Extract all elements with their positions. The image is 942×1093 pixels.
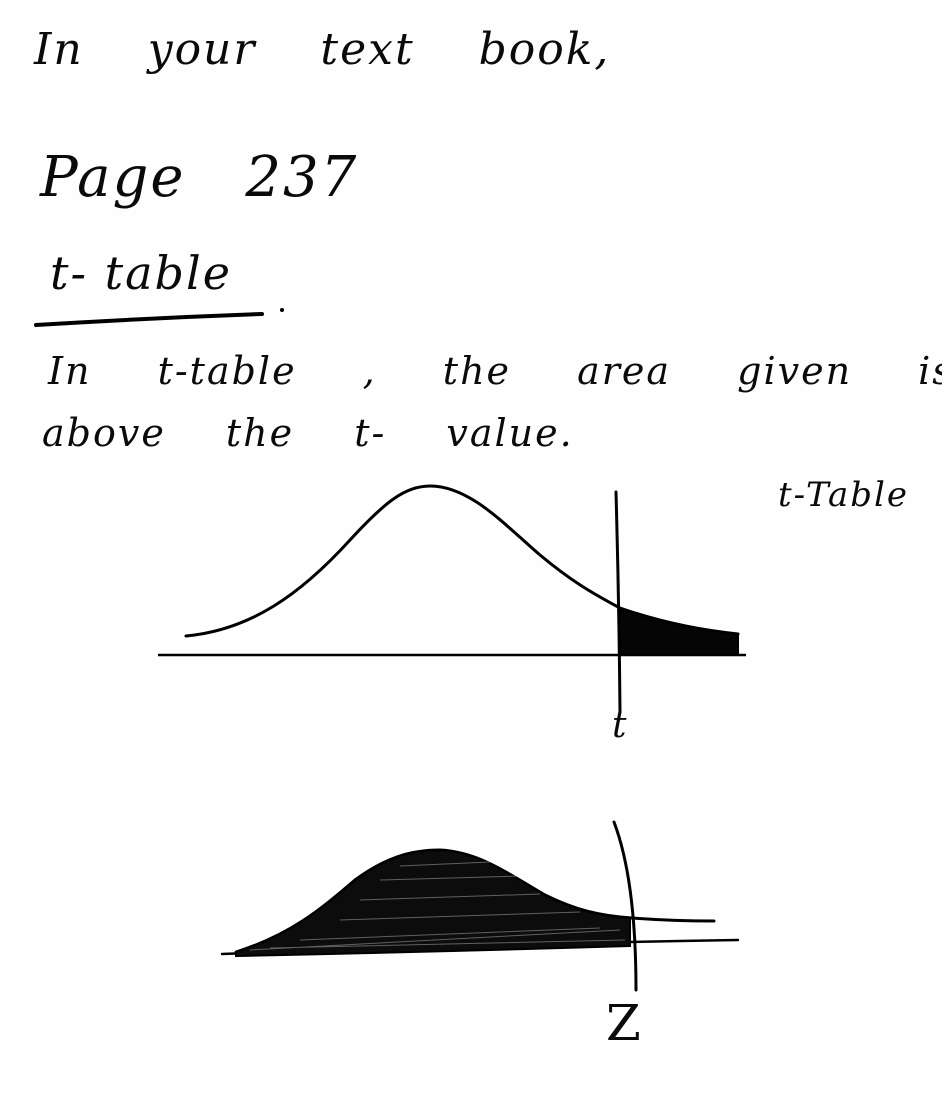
heading-underline [34, 312, 264, 327]
t-axis-label: t [612, 705, 629, 746]
note-line-area-given: In t-table , the area given is [48, 349, 942, 393]
z-value-vertical-line [612, 820, 638, 992]
z-distribution-figure [220, 820, 740, 992]
heading-dot [280, 308, 284, 312]
t-value-vertical-line [614, 490, 622, 714]
left-area-shaded-region [235, 848, 631, 958]
t-distribution-figure [158, 484, 746, 714]
t-table-side-label: t-Table [778, 475, 910, 515]
z-axis-label: Z [606, 994, 643, 1052]
right-tail-shaded-area [619, 606, 739, 656]
note-line-above-t-value: above the t- value. [42, 411, 574, 455]
note-line-textbook: In your text book, [34, 24, 611, 75]
hatch-strokes [249, 861, 626, 951]
t-distribution-curve [184, 484, 740, 638]
note-line-page-number: Page 237 [40, 145, 359, 210]
note-heading-t-table: t- table [50, 246, 232, 300]
